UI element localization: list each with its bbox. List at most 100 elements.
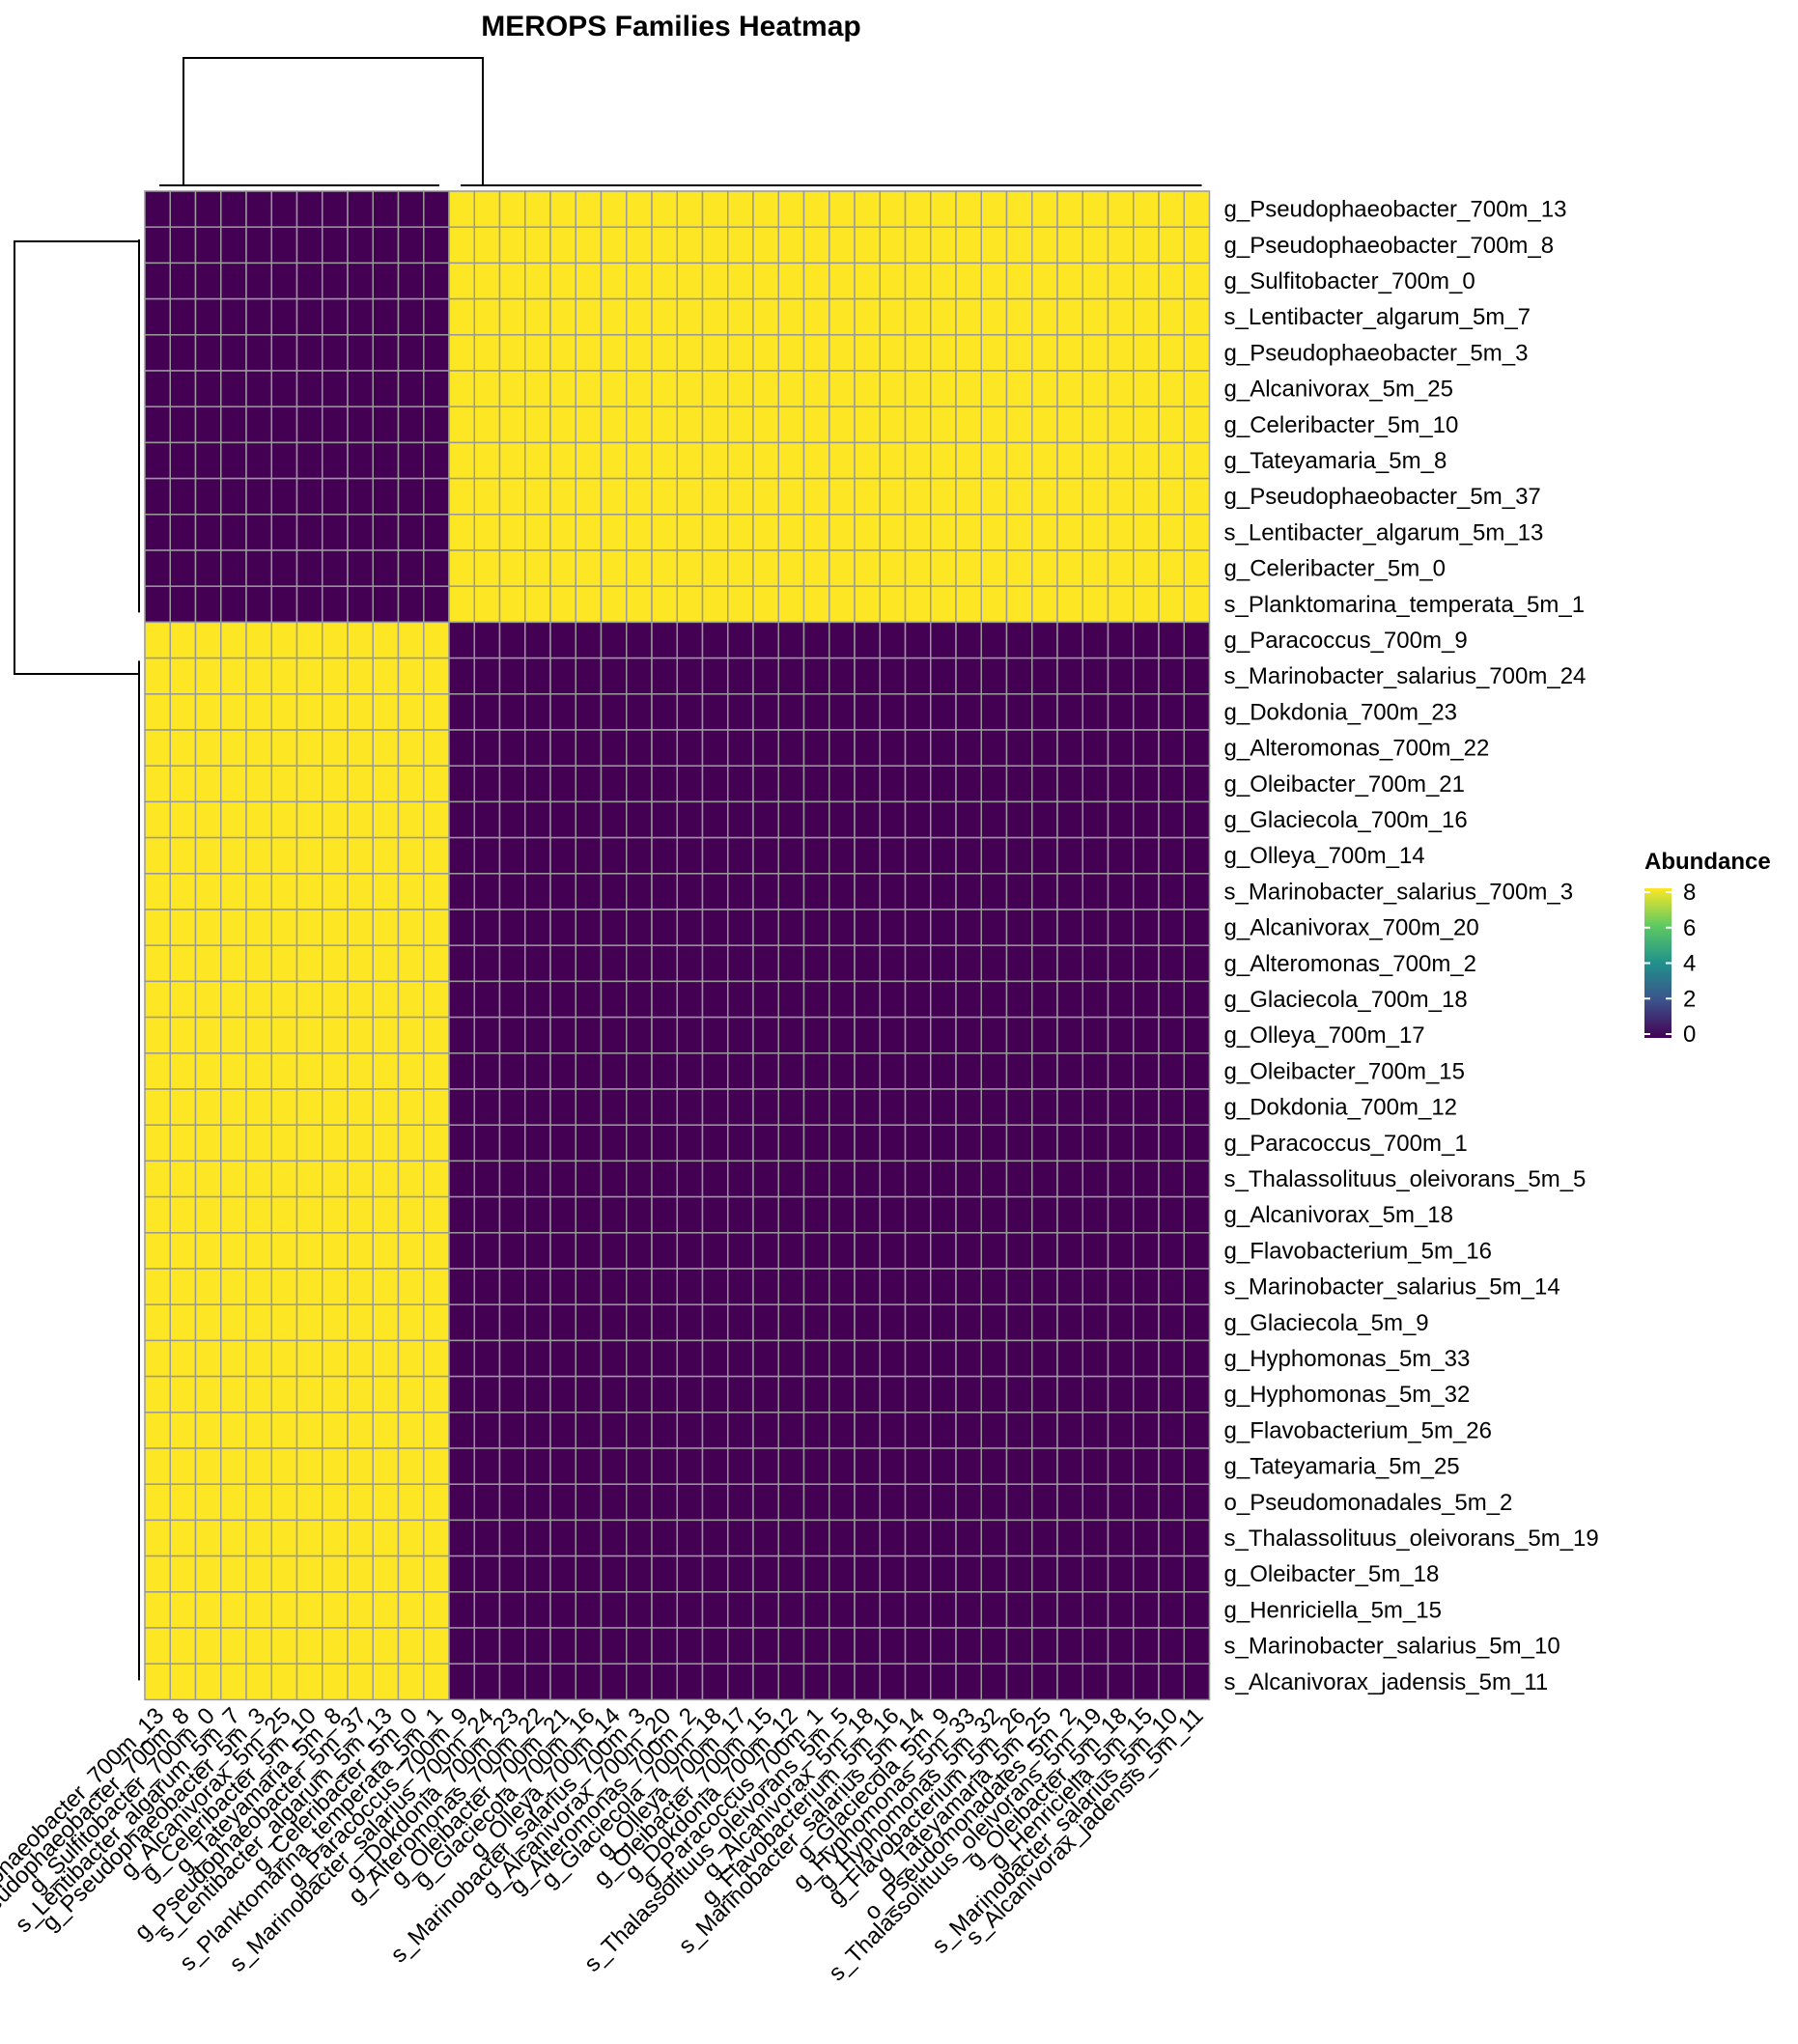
heatmap-cell (829, 1016, 856, 1054)
heatmap-cell (879, 1303, 907, 1342)
heatmap-cell (295, 441, 323, 480)
heatmap-cell (879, 1124, 907, 1162)
heatmap-cell (955, 800, 982, 839)
heatmap-cell (955, 657, 982, 695)
heatmap-cell (498, 944, 526, 983)
heatmap-cell (245, 693, 272, 731)
heatmap-cell (955, 693, 982, 731)
heatmap-cell (473, 1268, 501, 1305)
heatmap-cell (802, 1339, 830, 1378)
heatmap-cell (448, 1088, 475, 1126)
heatmap-cell (423, 873, 450, 910)
heatmap-cell (270, 1016, 298, 1054)
heatmap-cell (270, 585, 298, 624)
heatmap-cell (752, 1160, 779, 1198)
heatmap-cell (1183, 190, 1211, 228)
heatmap-cell (347, 1016, 374, 1054)
heatmap-cell (777, 1268, 805, 1305)
heatmap-cell (295, 980, 323, 1019)
heatmap-cell (423, 549, 450, 587)
heatmap-cell (1133, 836, 1160, 875)
heatmap-cell (777, 406, 805, 444)
heatmap-cell (651, 693, 678, 731)
heatmap-cell (1056, 1447, 1083, 1485)
heatmap-cell (955, 1375, 982, 1414)
heatmap-cell (549, 980, 576, 1019)
heatmap-cell (676, 1016, 704, 1054)
heatmap-cell (322, 1663, 349, 1701)
heatmap-cell (397, 1232, 425, 1270)
heatmap-cell (423, 1663, 450, 1701)
heatmap-cell (1005, 406, 1033, 444)
heatmap-cell (980, 836, 1008, 875)
heatmap-cell (829, 693, 856, 731)
heatmap-cell (651, 1591, 678, 1629)
heatmap-cell (600, 1052, 628, 1090)
heatmap-cell (169, 765, 197, 803)
heatmap-cell (423, 406, 450, 444)
heatmap-cell (1107, 980, 1135, 1019)
heatmap-cell (854, 1483, 881, 1522)
heatmap-cell (854, 1303, 881, 1342)
heatmap-cell (295, 549, 323, 587)
heatmap-cell (549, 1124, 576, 1162)
heatmap-cell (777, 1447, 805, 1485)
heatmap-cell (372, 441, 400, 480)
heatmap-cell (1005, 1052, 1033, 1090)
heatmap-cell (347, 1124, 374, 1162)
heatmap-cell (930, 729, 957, 767)
heatmap-cell (904, 1195, 932, 1234)
heatmap-cell (854, 262, 881, 300)
heatmap-cell (600, 262, 628, 300)
heatmap-cell (194, 441, 222, 480)
heatmap-cell (676, 1339, 704, 1378)
row-labels: g_Pseudophaeobacter_700m_13g_Pseudophaeo… (1224, 197, 1599, 1695)
heatmap-cell (144, 1016, 171, 1054)
heatmap-cell (904, 262, 932, 300)
heatmap-cell (829, 1627, 856, 1665)
heatmap-cell (802, 765, 830, 803)
heatmap-cell (651, 1412, 678, 1449)
heatmap-cell (802, 693, 830, 731)
heatmap-cell (1005, 1447, 1033, 1485)
heatmap-cell (169, 1412, 197, 1449)
heatmap-cell (980, 1268, 1008, 1305)
heatmap-cell (524, 1554, 551, 1593)
heatmap-cell (245, 1339, 272, 1378)
heatmap-cell (955, 297, 982, 336)
heatmap-cell (397, 262, 425, 300)
heatmap-cell (676, 1519, 704, 1557)
heatmap-cell (854, 334, 881, 372)
heatmap-cell (295, 1160, 323, 1198)
heatmap-cell (752, 765, 779, 803)
heatmap-cell (955, 1195, 982, 1234)
heatmap-cell (676, 1412, 704, 1449)
heatmap-cell (1183, 909, 1211, 946)
heatmap-cell (1158, 621, 1185, 659)
heatmap-cell (1056, 1663, 1083, 1701)
heatmap-cell (397, 1519, 425, 1557)
heatmap-cell (549, 1016, 576, 1054)
heatmap-cell (397, 1303, 425, 1342)
heatmap-cell (1133, 1412, 1160, 1449)
heatmap-cell (245, 1195, 272, 1234)
heatmap-cell (295, 1088, 323, 1126)
heatmap-cell (701, 1303, 729, 1342)
heatmap-cell (575, 1663, 603, 1701)
heatmap-cell (194, 765, 222, 803)
heatmap-cell (549, 621, 576, 659)
heatmap-cell (322, 334, 349, 372)
heatmap-cell (980, 1016, 1008, 1054)
heatmap-cell (144, 1339, 171, 1378)
heatmap-cell (600, 836, 628, 875)
heatmap-cell (1133, 1195, 1160, 1234)
heatmap-cell (1082, 1088, 1110, 1126)
heatmap-cell (498, 1088, 526, 1126)
heatmap-cell (220, 406, 247, 444)
heatmap-cell (169, 1268, 197, 1305)
heatmap-cell (676, 477, 704, 516)
heatmap-cell (347, 1519, 374, 1557)
heatmap-cell (802, 297, 830, 336)
heatmap-cell (1005, 297, 1033, 336)
heatmap-cell (549, 549, 576, 587)
